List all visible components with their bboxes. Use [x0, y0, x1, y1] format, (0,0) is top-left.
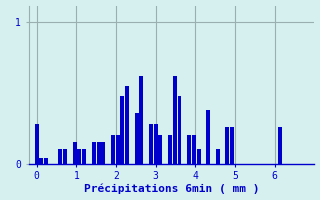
- Bar: [82, 149, 86, 164]
- Bar: [277, 127, 282, 164]
- Bar: [125, 86, 129, 164]
- Bar: [187, 135, 191, 164]
- Bar: [158, 135, 163, 164]
- Bar: [230, 127, 234, 164]
- Bar: [63, 149, 67, 164]
- Bar: [225, 127, 229, 164]
- Bar: [154, 124, 158, 164]
- Bar: [77, 149, 82, 164]
- Bar: [173, 76, 177, 164]
- Bar: [35, 124, 39, 164]
- Bar: [92, 142, 96, 164]
- Bar: [140, 76, 143, 164]
- Bar: [178, 96, 181, 164]
- Bar: [168, 135, 172, 164]
- Bar: [116, 135, 120, 164]
- Bar: [44, 158, 48, 164]
- Bar: [59, 149, 62, 164]
- Bar: [149, 124, 153, 164]
- Bar: [101, 142, 105, 164]
- Bar: [206, 110, 210, 164]
- Bar: [135, 113, 139, 164]
- X-axis label: Précipitations 6min ( mm ): Précipitations 6min ( mm ): [84, 184, 259, 194]
- Bar: [196, 149, 201, 164]
- Bar: [111, 135, 115, 164]
- Bar: [97, 142, 100, 164]
- Bar: [73, 142, 77, 164]
- Bar: [216, 149, 220, 164]
- Bar: [39, 158, 43, 164]
- Bar: [192, 135, 196, 164]
- Bar: [120, 96, 124, 164]
